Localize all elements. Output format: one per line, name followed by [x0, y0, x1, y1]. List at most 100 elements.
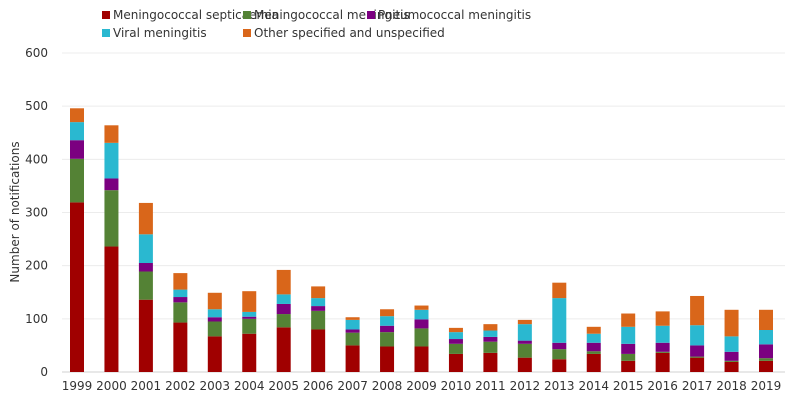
x-tick-label: 2011 [475, 379, 506, 393]
bar-segment [311, 306, 326, 311]
bar-segment [621, 343, 636, 354]
bar-segment [517, 324, 532, 341]
bar-segment [414, 346, 429, 372]
x-tick-label: 2010 [441, 379, 472, 393]
y-tick-label: 0 [40, 365, 48, 379]
y-tick-label: 500 [25, 99, 48, 113]
bar-segment [104, 178, 119, 191]
bar-segment [448, 353, 463, 372]
legend-label: Other specified and unspecified [254, 26, 445, 40]
x-tick-label: 2016 [647, 379, 678, 393]
bar-segment [552, 349, 567, 360]
bar-segment [311, 298, 326, 307]
bar-segment [173, 322, 188, 372]
legend-swatch [102, 29, 110, 37]
bar-segment [138, 271, 153, 300]
bar-segment [70, 158, 84, 203]
bar-segment [655, 351, 670, 353]
bar-segment [448, 339, 463, 344]
bar-segment [380, 325, 395, 333]
bar-segment [311, 329, 326, 372]
bar-segment [380, 316, 395, 326]
bar-segment [483, 336, 498, 342]
legend-label: Meningococcal septicaemia [113, 8, 279, 22]
bar-segment [104, 190, 119, 247]
bar-segment [70, 108, 84, 123]
bar-segment [345, 329, 360, 333]
bar-segment [483, 341, 498, 353]
bar-segment [552, 359, 567, 372]
bar-segment [380, 332, 395, 347]
bar-segment [104, 125, 119, 143]
bar-segment [552, 282, 567, 299]
bar-segment [759, 309, 773, 330]
bar-segment [380, 346, 395, 372]
bar-segment [724, 309, 739, 337]
bar-segment [70, 202, 84, 372]
bar-segment [207, 321, 222, 337]
bar-segment [276, 303, 291, 315]
bar-segment [759, 344, 773, 359]
bar-segment [448, 332, 463, 340]
x-tick-label: 2000 [96, 379, 127, 393]
y-tick-label: 300 [25, 206, 48, 220]
bar-segment [138, 234, 153, 264]
bar-segment [621, 353, 636, 361]
bar-segment [207, 336, 222, 372]
bar-segment [242, 333, 257, 372]
bar-segment [104, 246, 119, 372]
bar-segment [690, 295, 705, 326]
bar-segment [759, 358, 773, 361]
y-tick-label: 400 [25, 152, 48, 166]
bar-segment [448, 343, 463, 354]
bar-segment [552, 342, 567, 350]
bar-segment [724, 351, 739, 361]
legend-label: Viral meningitis [113, 26, 207, 40]
bar-segment [345, 332, 360, 346]
legend-item: Viral meningitis [102, 26, 207, 40]
x-tick-label: 2004 [234, 379, 265, 393]
bar-segment [483, 324, 498, 331]
legend-item: Pneumococcal meningitis [367, 8, 531, 22]
bar-segment [724, 336, 739, 352]
y-tick-label: 200 [25, 259, 48, 273]
legend-item: Meningococcal septicaemia [102, 8, 279, 22]
bar-segment [655, 352, 670, 372]
bar-segment [207, 309, 222, 318]
x-tick-label: 2012 [510, 379, 541, 393]
bar-segment [690, 345, 705, 357]
legend-swatch [243, 29, 251, 37]
x-tick-label: 2006 [303, 379, 334, 393]
bar-segment [173, 289, 188, 298]
bar-segment [173, 273, 188, 290]
bar-segment [138, 202, 153, 235]
bar-segment [345, 345, 360, 372]
bar-segment [483, 352, 498, 372]
bar-segment [207, 317, 222, 322]
bar-segment [345, 317, 360, 320]
bar-segment [586, 353, 601, 372]
x-tick-label: 2008 [372, 379, 403, 393]
y-axis-title: Number of notifications [8, 141, 22, 282]
x-axis-ticks: 1999 2000 2001 2002 2003 2004 2005 2006 2007 2008… [62, 379, 782, 393]
x-tick-label: 2015 [613, 379, 644, 393]
bar-segment [70, 122, 84, 141]
bar-segment [724, 360, 739, 362]
x-tick-label: 2014 [578, 379, 609, 393]
bar-segment [759, 360, 773, 372]
x-tick-label: 2003 [200, 379, 231, 393]
legend-label: Pneumococcal meningitis [378, 8, 531, 22]
x-tick-label: 2018 [716, 379, 747, 393]
bar-segment [70, 140, 84, 159]
x-tick-label: 1999 [62, 379, 93, 393]
x-tick-label: 2017 [682, 379, 713, 393]
legend-item: Other specified and unspecified [243, 26, 445, 40]
legend-swatch [243, 11, 251, 19]
bar-segment [759, 329, 773, 345]
bars [70, 108, 773, 372]
bar-segment [276, 314, 291, 328]
bar-segment [104, 142, 119, 179]
bar-segment [517, 319, 532, 325]
